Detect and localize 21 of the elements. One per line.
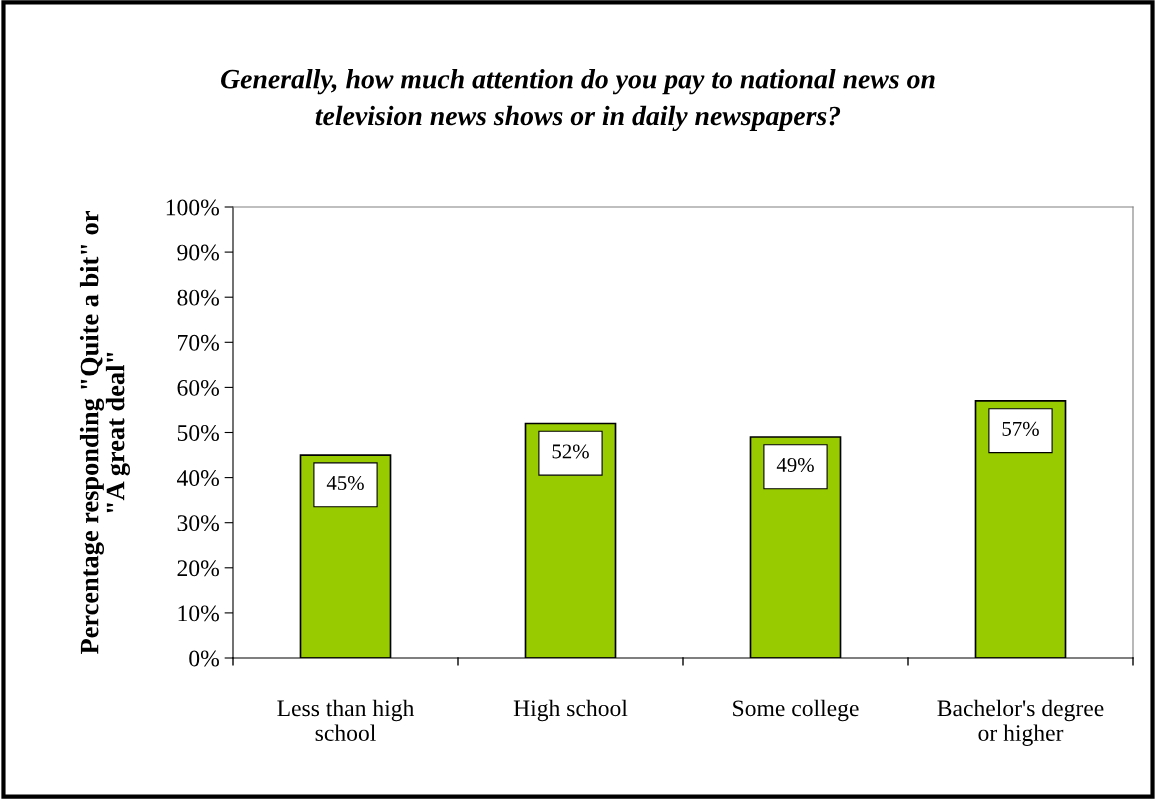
y-tick-label: 10% [178,605,219,622]
data-label: 52% [552,444,589,459]
y-tick-label: 30% [177,515,219,532]
y-tick-label: 100% [166,199,219,216]
x-tick-label: Some college [733,699,859,722]
y-tick-label: 20% [177,560,219,577]
data-label: 45% [326,475,364,491]
data-label: 57% [1002,421,1039,436]
y-tick-label: 90% [177,244,219,261]
chart-title: Generally, how much attention do you pay to national news on television news shows or in daily newspapers? [221,68,935,132]
y-tick-label: 40% [176,470,219,487]
y-tick-label: 0% [189,650,219,667]
x-tick-label: High school [513,699,628,722]
y-tick-label: 70% [178,334,219,351]
y-tick-label: 80% [177,289,219,306]
data-label: 49% [776,457,814,473]
x-tick-label: Less than high school [277,699,415,742]
y-tick-label: 60% [177,379,219,396]
x-tick-label: Bachelor's degree or higher [937,699,1104,746]
y-axis-title: Percentage responding "Quite a bit" or "A great deal" [79,211,130,655]
y-tick-label: 50% [177,424,219,441]
